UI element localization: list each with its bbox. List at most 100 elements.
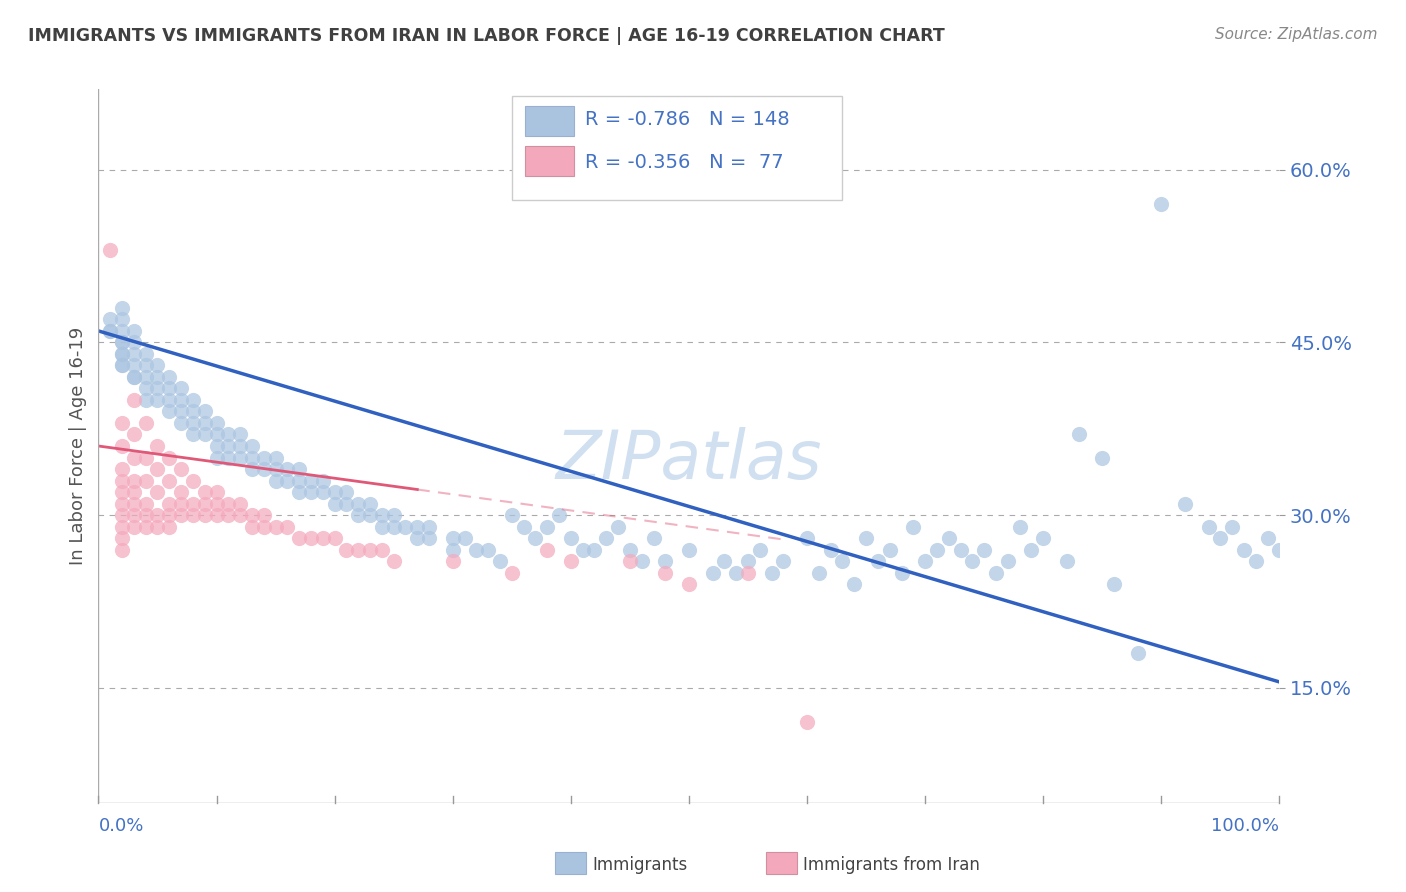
Point — [205, 450, 228, 465]
Point — [135, 416, 157, 430]
Point — [548, 508, 571, 522]
Point — [761, 566, 783, 580]
Point — [229, 508, 252, 522]
Point — [949, 542, 972, 557]
Point — [170, 508, 193, 522]
Point — [111, 324, 134, 338]
FancyBboxPatch shape — [524, 105, 575, 136]
Point — [323, 485, 346, 500]
Point — [501, 566, 523, 580]
Point — [630, 554, 652, 568]
Point — [194, 427, 217, 442]
Point — [453, 531, 475, 545]
Point — [122, 359, 145, 373]
Point — [157, 392, 180, 407]
Point — [229, 450, 252, 465]
Point — [264, 519, 287, 533]
Point — [146, 439, 169, 453]
Point — [938, 531, 960, 545]
Point — [347, 508, 370, 522]
Point — [135, 347, 157, 361]
Point — [157, 450, 180, 465]
Point — [122, 392, 145, 407]
Point — [146, 392, 169, 407]
Text: 100.0%: 100.0% — [1212, 816, 1279, 835]
Point — [1067, 427, 1090, 442]
Point — [1244, 554, 1267, 568]
Point — [170, 462, 193, 476]
Point — [288, 531, 311, 545]
Point — [477, 542, 499, 557]
Point — [170, 392, 193, 407]
Point — [122, 370, 145, 384]
Point — [146, 370, 169, 384]
Point — [146, 462, 169, 476]
Point — [205, 427, 228, 442]
Point — [146, 359, 169, 373]
Point — [205, 485, 228, 500]
FancyBboxPatch shape — [524, 146, 575, 177]
Text: Source: ZipAtlas.com: Source: ZipAtlas.com — [1215, 27, 1378, 42]
Point — [157, 497, 180, 511]
Point — [217, 508, 239, 522]
Point — [264, 450, 287, 465]
Point — [98, 312, 121, 326]
Point — [441, 542, 464, 557]
Text: ZIPatlas: ZIPatlas — [555, 427, 823, 493]
Point — [229, 497, 252, 511]
Point — [678, 577, 700, 591]
Point — [135, 519, 157, 533]
Point — [1174, 497, 1197, 511]
Point — [111, 485, 134, 500]
Point — [335, 497, 357, 511]
Point — [560, 531, 582, 545]
Point — [170, 404, 193, 418]
Point — [135, 359, 157, 373]
Point — [382, 554, 405, 568]
Point — [1209, 531, 1232, 545]
Point — [181, 474, 204, 488]
Point — [925, 542, 948, 557]
Point — [997, 554, 1019, 568]
Text: IMMIGRANTS VS IMMIGRANTS FROM IRAN IN LABOR FORCE | AGE 16-19 CORRELATION CHART: IMMIGRANTS VS IMMIGRANTS FROM IRAN IN LA… — [28, 27, 945, 45]
Point — [98, 324, 121, 338]
Point — [135, 474, 157, 488]
Point — [536, 519, 558, 533]
Point — [98, 244, 121, 258]
Point — [583, 542, 606, 557]
Point — [1268, 542, 1291, 557]
Point — [135, 508, 157, 522]
Point — [253, 450, 276, 465]
Point — [371, 508, 394, 522]
Point — [194, 497, 217, 511]
Point — [1091, 450, 1114, 465]
Point — [111, 359, 134, 373]
FancyBboxPatch shape — [512, 96, 842, 200]
Point — [607, 519, 630, 533]
Point — [890, 566, 912, 580]
Point — [748, 542, 770, 557]
Point — [772, 554, 794, 568]
Point — [111, 439, 134, 453]
Point — [418, 531, 440, 545]
Point — [181, 508, 204, 522]
Point — [122, 450, 145, 465]
Point — [914, 554, 936, 568]
Point — [111, 301, 134, 315]
Point — [111, 347, 134, 361]
Point — [560, 554, 582, 568]
Point — [1102, 577, 1125, 591]
Point — [312, 531, 335, 545]
Point — [181, 392, 204, 407]
Point — [205, 439, 228, 453]
Point — [240, 519, 263, 533]
Point — [335, 485, 357, 500]
Point — [111, 335, 134, 350]
Point — [737, 554, 759, 568]
Point — [678, 542, 700, 557]
Point — [217, 497, 239, 511]
Point — [253, 508, 276, 522]
Point — [157, 381, 180, 395]
Point — [181, 416, 204, 430]
Point — [654, 566, 676, 580]
